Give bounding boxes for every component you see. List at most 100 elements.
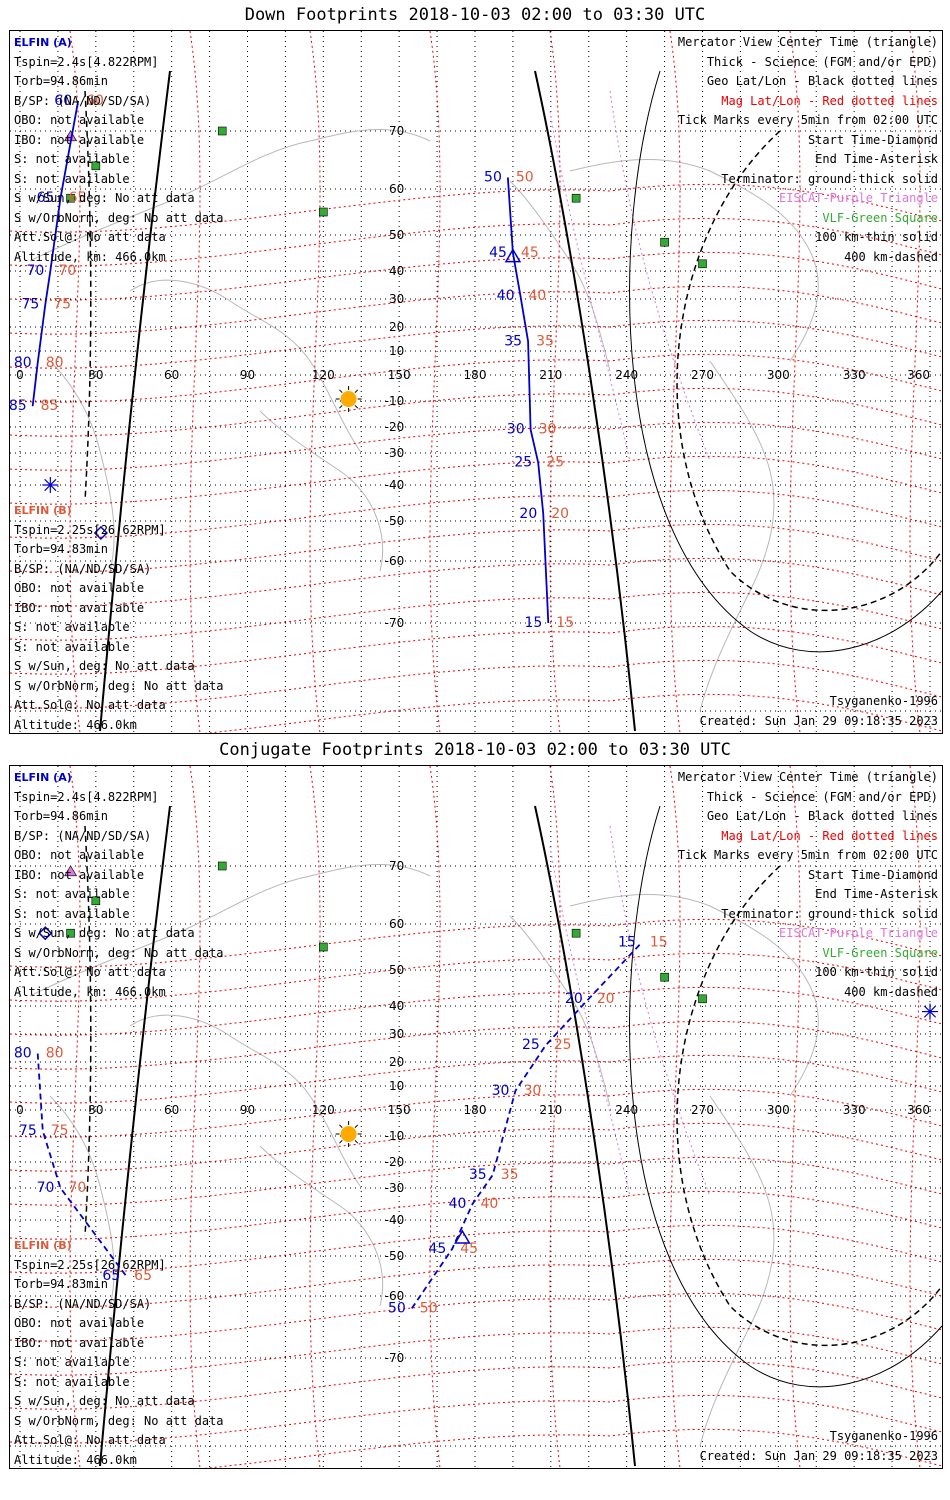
elfin-b-tick-label: 30	[539, 422, 557, 438]
mag-latitude-line	[10, 387, 942, 437]
latitude-label: 70	[389, 124, 404, 138]
elfin-b-torb: Torb=94.83min	[14, 542, 108, 556]
elfin-a-label: ELFIN (A)	[14, 771, 72, 784]
vlf-station-marker	[91, 896, 101, 906]
coastline-segment	[699, 1095, 775, 1447]
longitude-label: 300	[767, 1103, 790, 1117]
elfin-a-tick-label: 50	[484, 169, 502, 185]
legend-terminator: Terminator: ground-thick solid	[721, 906, 938, 921]
legend-mag-grid: Mag Lat/Lon - Red dotted lines	[721, 93, 938, 108]
elfin-a-altitude: Altitude, km: 466.0km	[14, 249, 166, 264]
vlf-station-marker	[571, 928, 581, 938]
footer-model: Tsyganenko-1996	[829, 1429, 938, 1443]
elfin-a-torb: Torb=94.86min	[14, 74, 108, 88]
mag-longitude-line	[789, 31, 801, 733]
longitude-label: 30	[88, 368, 103, 382]
legend-science: Thick - Science (FGM and/or EPD)	[706, 789, 938, 804]
elfin-b-s1: S: not available	[14, 1355, 130, 1369]
elfin-a-obo: OBO: not available	[14, 113, 145, 127]
sun-ray	[354, 389, 359, 393]
coastlines	[29, 128, 819, 712]
elfin-a-s2: S: not available	[14, 171, 130, 186]
mag-longitude-line	[669, 766, 681, 1468]
mag-latitude-line	[10, 625, 942, 675]
latitude-label: -50	[385, 1249, 405, 1263]
latitude-label: -10	[385, 394, 405, 408]
elfin-b-tick-label: 45	[521, 245, 539, 261]
elfin-b-torb: Torb=94.83min	[14, 1277, 108, 1291]
elfin-a-obo: OBO: not available	[14, 848, 145, 862]
latitude-label: -70	[385, 1351, 405, 1365]
elfin-b-tick-label: 80	[46, 355, 64, 371]
longitude-label: 90	[240, 368, 255, 382]
coastline-segment	[49, 1095, 115, 1307]
elfin-b-tick-label: 35	[501, 1167, 519, 1183]
mag-latitude-line	[10, 489, 942, 539]
elfin-b-obo: OBO: not available	[14, 581, 145, 595]
vlf-station-marker	[66, 928, 75, 938]
mag-latitude-line	[10, 251, 942, 301]
mag-latitude-line	[10, 986, 942, 1036]
mag-grid	[10, 31, 942, 733]
elfin-a-torb: Torb=94.86min	[14, 809, 108, 823]
vlf-station-marker	[660, 237, 669, 247]
elfin-a-tick-label: 65	[102, 1268, 120, 1284]
mag-latitude-line	[10, 918, 942, 968]
mag-latitude-line	[10, 421, 942, 471]
vlf-station-marker	[319, 942, 328, 952]
elfin-b-ibo: IBO: not available	[14, 1335, 145, 1350]
mag-latitude-line	[10, 319, 942, 369]
latitude-label: -10	[385, 1129, 405, 1143]
terminator-line	[534, 805, 636, 1467]
elfin-b-tick-label: 70	[68, 1180, 86, 1196]
asterisk-stroke	[44, 478, 57, 492]
footer-model: Tsyganenko-1996	[829, 694, 938, 708]
legend-tick-marks: Tick Marks every 5min from 02:00 UTC	[677, 113, 938, 127]
elfin-b-attsol: Att.Sol@: No att data	[14, 1433, 166, 1447]
elfin-b-tick-label: 20	[597, 991, 615, 1007]
elfin-a-attsol: Att.Sol@: No att data	[14, 230, 166, 244]
elfin-b-label: ELFIN (B)	[14, 504, 72, 517]
sun-icon	[335, 386, 362, 412]
elfin-a-tick-label: 35	[469, 1167, 487, 1183]
mag-longitude-line	[669, 31, 681, 733]
legend-tick-marks: Tick Marks every 5min from 02:00 UTC	[677, 848, 938, 862]
longitude-label: 180	[464, 368, 487, 382]
end-time-asterisk	[42, 477, 59, 493]
eiscat-line	[549, 845, 631, 1197]
elfin-a-tick-label: 75	[21, 297, 39, 313]
mag-latitude-line	[203, 693, 942, 733]
elfin-b-tick-label: 65	[134, 1268, 152, 1284]
elfin-a-tick-label: 40	[449, 1196, 467, 1212]
elfin-b-swsun: S w/Sun, deg: No att data	[14, 1394, 195, 1408]
longitude-label: 270	[691, 1103, 714, 1117]
elfin-b-tspin: Tspin=2.25s[26.62RPM]	[14, 522, 166, 537]
longitude-label: 150	[388, 368, 411, 382]
mag-latitude-line	[10, 1122, 942, 1172]
longitude-label: 240	[615, 1103, 638, 1117]
legend-eiscat: EISCAT-Purple Triangle	[779, 191, 938, 205]
mag-latitude-line	[10, 1020, 942, 1070]
eiscat-line	[609, 90, 711, 462]
mag-longitude-line	[309, 766, 321, 1468]
latitude-label: -20	[385, 420, 405, 434]
mag-latitude-line	[10, 455, 942, 505]
terminator-400km	[676, 130, 942, 611]
elfin-a-tick-label: 30	[492, 1083, 510, 1099]
conjugate-footprints-map: 0 30 60 90 120 150 180 210 240 270 300 330 360 70 60 50…	[10, 766, 942, 1468]
longitude-label: 300	[767, 368, 790, 382]
elfin-b-tick-label: 25	[554, 1037, 572, 1053]
elfin-b-s2: S: not available	[14, 639, 130, 654]
longitude-label: 30	[88, 1103, 103, 1117]
elfin-a-tick-label: 60	[54, 93, 72, 109]
elfin-a-tspin: Tspin=2.4s[4.822RPM]	[14, 54, 159, 69]
elfin-b-tick-label: 40	[480, 1196, 498, 1212]
coastline-segment	[569, 894, 819, 1097]
elfin-a-tick-label: 15	[524, 615, 542, 631]
longitude-label: 210	[539, 368, 562, 382]
longitude-label: 180	[464, 1103, 487, 1117]
elfin-a-tick-label: 15	[618, 934, 636, 950]
mag-latitude-line	[10, 1394, 942, 1444]
latitude-label: -60	[385, 1289, 405, 1303]
elfin-b-s1: S: not available	[14, 620, 130, 634]
